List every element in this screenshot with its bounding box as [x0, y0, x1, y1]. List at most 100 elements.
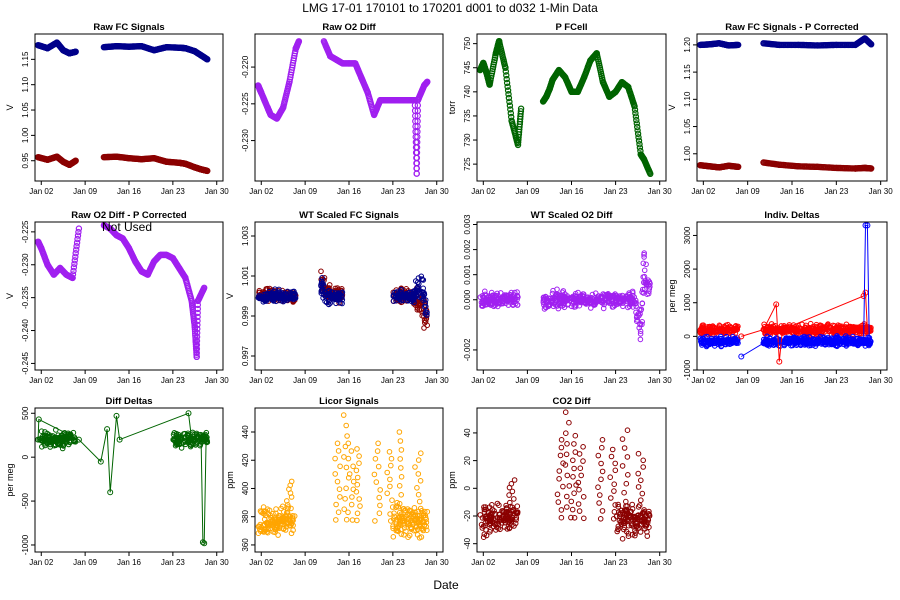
data-point	[506, 98, 513, 106]
data-point	[640, 260, 647, 267]
data-point	[868, 41, 875, 48]
data-point	[643, 261, 649, 268]
data-point	[44, 430, 51, 437]
data-point	[321, 282, 327, 289]
data-point	[400, 506, 406, 512]
data-point	[503, 79, 511, 87]
x-tick-label: Jan 02	[29, 376, 54, 385]
data-point	[421, 317, 428, 324]
data-point	[357, 503, 363, 509]
panel-title: WT Scaled FC Signals	[299, 210, 399, 221]
series-9-2	[35, 410, 210, 547]
data-point	[561, 304, 568, 311]
data-point	[636, 140, 643, 148]
data-point	[104, 426, 111, 433]
data-point	[72, 249, 79, 257]
data-point	[718, 328, 724, 335]
data-point	[390, 525, 396, 532]
data-point	[621, 296, 627, 303]
data-point	[335, 294, 341, 301]
data-point	[503, 72, 510, 79]
x-tick-label: Jan 30	[205, 376, 230, 385]
data-point	[354, 517, 360, 524]
data-point	[720, 329, 727, 336]
data-point	[289, 513, 296, 519]
x-tick-label: Jan 09	[73, 376, 98, 385]
data-point	[377, 487, 384, 493]
figure-xlabel: Date	[433, 578, 459, 592]
data-point	[839, 328, 845, 335]
data-point	[343, 485, 349, 492]
data-point	[372, 518, 378, 524]
data-point	[571, 304, 578, 310]
data-point	[596, 298, 603, 304]
x-tick-label: Jan 16	[117, 558, 142, 567]
data-point	[287, 517, 293, 524]
y-tick-label: 740	[463, 85, 472, 99]
data-point	[638, 306, 645, 313]
y-tick-label: -0.245	[21, 352, 30, 375]
data-point	[339, 289, 346, 296]
data-point	[481, 294, 487, 301]
data-point	[333, 517, 339, 523]
data-point	[723, 326, 730, 332]
y-tick-label: 0.002	[463, 239, 472, 260]
x-tick-label: Jan 16	[559, 376, 584, 385]
data-point	[350, 486, 357, 493]
data-point	[698, 325, 705, 331]
figure-title: LMG 17-01 170101 to 170201 d001 to d032 …	[302, 1, 598, 15]
y-axis-label: V	[5, 104, 15, 110]
data-point	[642, 278, 649, 284]
data-point	[634, 130, 642, 137]
x-tick-label: Jan 30	[869, 187, 894, 196]
y-tick-label: 2000	[683, 260, 692, 278]
data-point	[424, 309, 430, 316]
data-point	[835, 322, 841, 329]
data-point	[853, 341, 860, 347]
data-point	[641, 254, 647, 260]
data-point	[639, 321, 645, 328]
data-point	[640, 286, 646, 293]
data-point	[546, 295, 552, 302]
data-point	[507, 294, 513, 300]
y-tick-label: -0.230	[21, 253, 30, 276]
x-tick-label: Jan 16	[337, 376, 362, 385]
data-point	[419, 289, 426, 296]
data-point	[336, 486, 343, 493]
series-2-1	[255, 38, 431, 177]
y-tick-label: 1.05	[683, 118, 692, 134]
data-point	[738, 353, 745, 360]
data-point	[636, 325, 643, 331]
series-4-2	[697, 159, 875, 172]
data-point	[410, 295, 417, 301]
data-point	[415, 519, 421, 526]
panel-title: Raw FC Signals - P Corrected	[725, 22, 859, 33]
data-point	[864, 326, 871, 333]
data-point	[738, 333, 745, 340]
data-point	[633, 116, 640, 124]
data-point	[320, 286, 326, 292]
x-tick-label: Jan 30	[205, 187, 230, 196]
data-point	[422, 318, 429, 325]
data-point	[334, 478, 341, 485]
data-point	[193, 345, 201, 353]
x-tick-label: Jan 30	[869, 376, 894, 385]
series-8-2	[697, 333, 874, 350]
y-tick-label: 1.20	[683, 37, 692, 53]
data-point	[376, 494, 383, 501]
data-point	[113, 412, 120, 419]
data-point	[818, 339, 824, 345]
series-4-1	[697, 35, 875, 49]
data-point	[626, 290, 632, 296]
data-point	[420, 295, 427, 301]
data-point	[600, 291, 607, 297]
data-point	[193, 349, 200, 357]
data-point	[345, 509, 351, 516]
data-point	[637, 336, 644, 343]
x-tick-label: Jan 16	[117, 187, 142, 196]
data-point	[783, 328, 790, 334]
y-tick-label: 0.95	[21, 152, 30, 168]
data-point	[420, 277, 427, 283]
